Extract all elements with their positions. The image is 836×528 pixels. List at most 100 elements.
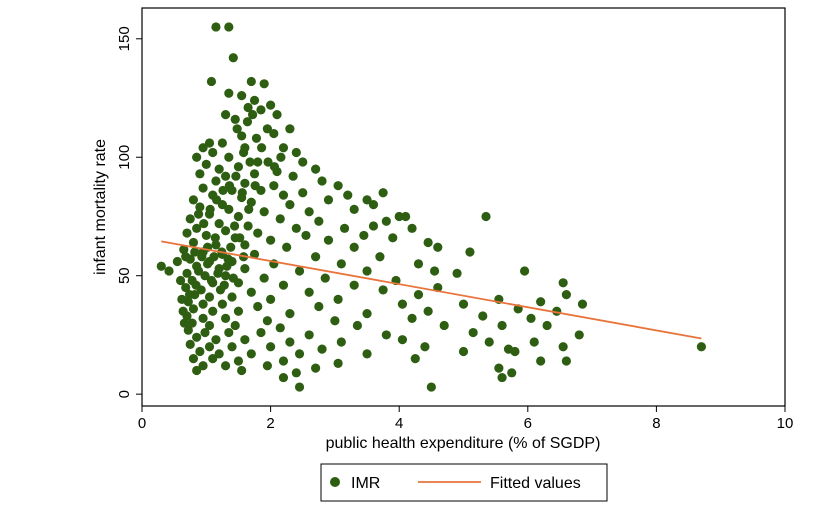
imr-point-20	[217, 138, 227, 148]
imr-point-190	[285, 337, 295, 347]
imr-point-158	[285, 309, 295, 319]
imr-point-58	[285, 200, 295, 210]
imr-point-238	[179, 318, 190, 328]
imr-point-227	[507, 368, 517, 378]
imr-point-217	[536, 356, 546, 366]
imr-point-44	[198, 183, 208, 193]
imr-point-197	[227, 342, 237, 352]
imr-point-43	[333, 181, 343, 191]
imr-point-214	[278, 356, 289, 366]
legend-imr-marker	[330, 477, 340, 487]
imr-point-10	[243, 102, 253, 113]
imr-point-99	[179, 245, 189, 255]
imr-point-192	[397, 335, 408, 345]
imr-point-54	[362, 195, 372, 205]
imr-point-226	[291, 368, 301, 378]
imr-point-71	[381, 216, 391, 226]
imr-point-129	[349, 280, 359, 290]
imr-point-79	[407, 223, 417, 233]
imr-point-206	[246, 349, 256, 359]
imr-point-231	[426, 382, 436, 392]
imr-point-49	[378, 188, 388, 198]
imr-point-83	[301, 230, 311, 241]
imr-point-241	[193, 266, 204, 276]
x-axis: 0 2 4 6 8 10	[138, 406, 793, 432]
y-tick-label-3: 150	[116, 26, 133, 51]
imr-point-247	[222, 261, 232, 271]
imr-point-179	[183, 325, 193, 335]
imr-point-173	[230, 320, 240, 331]
imr-point-188	[211, 335, 221, 345]
imr-point-12	[220, 110, 231, 120]
imr-point-271	[263, 157, 273, 167]
imr-point-119	[182, 268, 192, 278]
imr-point-75	[243, 221, 253, 231]
imr-point-91	[423, 237, 433, 248]
imr-point-38	[288, 171, 298, 181]
imr-point-47	[298, 188, 308, 198]
imr-point-70	[314, 216, 324, 226]
imr-point-11	[272, 110, 282, 120]
imr-point-250	[184, 290, 195, 300]
imr-point-258	[235, 233, 245, 243]
imr-point-191	[336, 337, 346, 347]
imr-point-266	[231, 171, 241, 181]
imr-point-229	[497, 372, 507, 383]
imr-point-212	[208, 354, 218, 364]
imr-point-96	[349, 242, 359, 252]
imr-point-157	[233, 306, 244, 316]
x-tick-label-4: 8	[652, 415, 660, 432]
imr-point-279	[251, 133, 262, 143]
imr-point-236	[177, 294, 187, 304]
x-tick-label-2: 4	[395, 415, 403, 432]
imr-point-90	[388, 233, 398, 243]
imr-point-42	[317, 176, 327, 186]
imr-point-34	[311, 164, 321, 174]
imr-point-232	[156, 261, 166, 271]
imr-point-257	[229, 221, 240, 231]
imr-point-202	[558, 342, 568, 352]
imr-point-169	[478, 311, 488, 321]
imr-point-167	[330, 316, 340, 326]
x-tick-label-0: 0	[138, 415, 146, 432]
imr-point-63	[304, 207, 314, 217]
imr-point-141	[266, 294, 276, 304]
imr-point-156	[208, 306, 218, 316]
imr-point-256	[223, 254, 233, 264]
imr-point-35	[195, 169, 205, 179]
fitted-values-line	[161, 240, 702, 340]
imr-point-246	[219, 280, 229, 290]
imr-point-68	[233, 211, 244, 222]
imr-point-122	[259, 273, 269, 283]
imr-point-120	[200, 271, 210, 281]
imr-point-59	[368, 200, 379, 210]
imr-point-209	[458, 346, 469, 357]
imr-point-65	[394, 211, 404, 222]
imr-point-260	[193, 209, 204, 219]
imr-point-5	[259, 79, 269, 89]
imr-point-89	[323, 235, 334, 245]
imr-point-6	[224, 88, 234, 98]
imr-point-193	[484, 337, 494, 347]
imr-point-151	[397, 299, 408, 309]
imr-point-9	[266, 100, 276, 110]
imr-point-39	[211, 176, 221, 186]
imr-point-208	[362, 349, 372, 359]
imr-point-27	[224, 152, 234, 162]
imr-point-57	[246, 197, 256, 207]
imr-point-194	[529, 337, 539, 347]
imr-point-121	[220, 271, 231, 281]
imr-point-234	[172, 256, 182, 267]
imr-point-66	[401, 211, 411, 222]
imr-point-189	[240, 335, 250, 345]
imr-point-61	[224, 204, 234, 214]
imr-point-145	[561, 290, 571, 300]
y-tick-label-2: 100	[116, 145, 133, 170]
imr-point-175	[352, 320, 363, 331]
imr-point-113	[240, 263, 250, 274]
imr-point-53	[323, 195, 334, 205]
imr-point-278	[245, 157, 255, 167]
imr-point-165	[220, 313, 231, 323]
imr-point-220	[220, 361, 231, 371]
imr-point-213	[233, 356, 244, 366]
